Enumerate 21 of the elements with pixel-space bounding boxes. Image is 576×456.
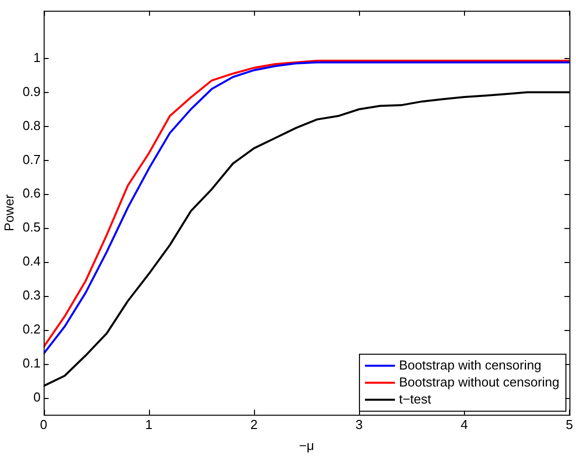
y-tick-label: 1 [33,50,41,65]
legend-label: Bootstrap with censoring [398,357,542,372]
y-tick-label: 0.4 [22,254,41,269]
x-tick-label: 4 [460,417,468,432]
legend-label: Bootstrap without censoring [398,374,560,390]
y-tick-label: 0.3 [22,288,41,303]
x-tick-label: 1 [145,417,152,432]
legend-label: t−test [398,391,432,406]
x-tick-label: 2 [250,417,258,432]
y-tick-label: 0 [33,389,41,404]
y-tick-label: 0.8 [22,118,41,133]
y-tick-label: 0.2 [22,322,41,337]
x-tick-label: 3 [355,417,363,432]
y-tick-label: 0.5 [22,220,41,235]
y-tick-label: 0.6 [22,186,41,201]
y-tick-label: 0.7 [22,152,41,167]
y-axis-title: Power [1,194,16,232]
x-tick-label: 5 [566,417,573,432]
y-tick-label: 0.1 [22,355,41,370]
y-tick-label: 0.9 [22,84,41,99]
x-axis-title: −μ [298,438,314,453]
